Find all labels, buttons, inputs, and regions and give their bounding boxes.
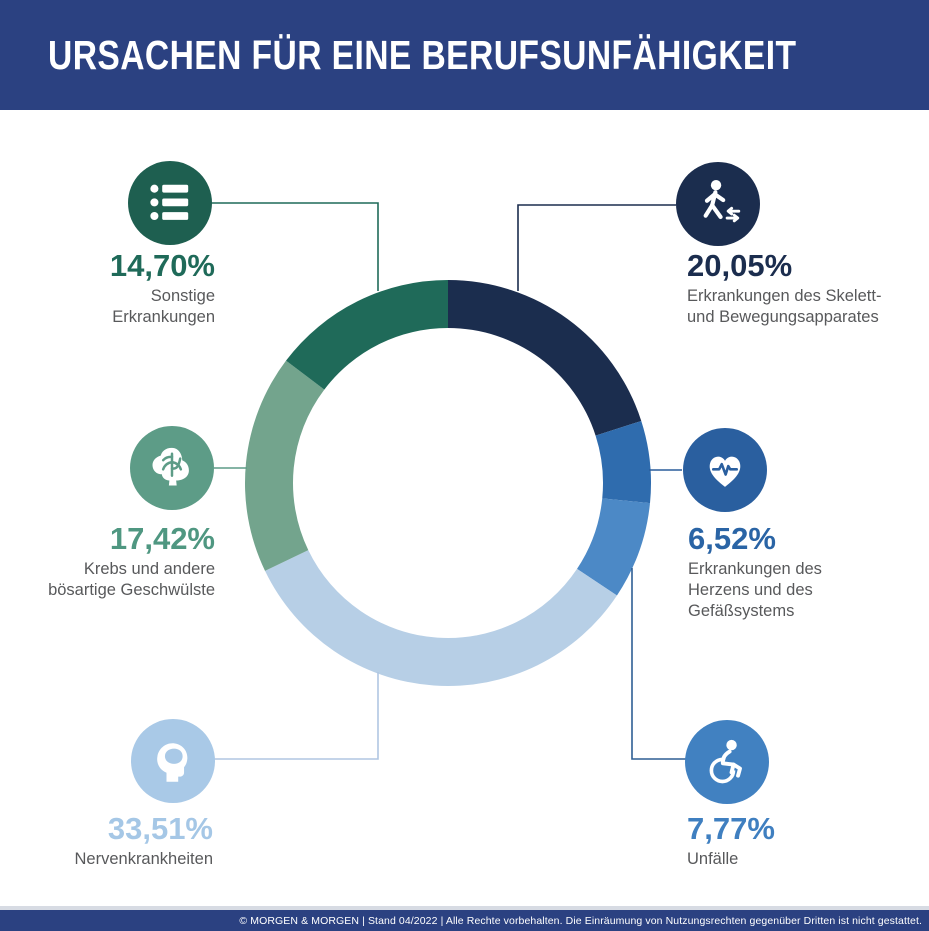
- callout-nerven: 33,51% Nervenkrankheiten: [13, 811, 214, 870]
- donut-segment-sonstige: [286, 280, 448, 390]
- page-title: URSACHEN FÜR EINE BERUFSUNFÄHIGKEIT: [48, 32, 797, 78]
- percent-value: 17,42%: [109, 521, 215, 556]
- donut-segment-herz: [595, 420, 651, 504]
- callout-krebs: 17,42% Krebs und andere bösartige Geschw…: [15, 522, 215, 601]
- footer-divider: [0, 906, 929, 910]
- percent-value: 6,52%: [688, 521, 776, 556]
- connector-line-nerven: [214, 672, 379, 760]
- heart-pulse-icon: [683, 428, 767, 512]
- connector-line-skelett: [517, 204, 676, 291]
- callout-label: Sonstige Erkrankungen: [112, 287, 215, 326]
- brain-icon: [130, 426, 214, 510]
- callout-label: Krebs und andere bösartige Geschwülste: [48, 560, 215, 599]
- callout-herz: 6,52% Erkrankungen des Herzens und des G…: [688, 522, 918, 622]
- wheelchair-icon: [685, 720, 769, 804]
- callout-unfaelle: 7,77% Unfälle: [687, 812, 917, 870]
- callout-label: Unfälle: [687, 850, 739, 868]
- list-icon: [128, 161, 212, 245]
- walking-person-icon: [676, 162, 760, 246]
- donut-segment-skelett: [448, 280, 642, 436]
- donut-segment-nerven: [265, 550, 617, 686]
- donut-segment-krebs: [244, 360, 325, 571]
- head-silhouette-icon: [131, 719, 215, 803]
- callout-label: Erkrankungen des Skelett- und Bewegungsa…: [687, 287, 882, 326]
- percent-value: 33,51%: [107, 811, 213, 846]
- callout-skelett: 20,05% Erkrankungen des Skelett- und Bew…: [687, 249, 917, 328]
- footer-text: © MORGEN & MORGEN | Stand 04/2022 | Alle…: [239, 914, 922, 927]
- header-banner: URSACHEN FÜR EINE BERUFSUNFÄHIGKEIT: [0, 0, 929, 110]
- percent-value: 14,70%: [109, 248, 215, 283]
- connector-line-unfaelle: [631, 568, 686, 760]
- callout-label: Erkrankungen des Herzens und des Gefäßsy…: [688, 560, 822, 620]
- percent-value: 7,77%: [687, 811, 775, 846]
- callout-label: Nervenkrankheiten: [74, 850, 214, 868]
- footer-bar: © MORGEN & MORGEN | Stand 04/2022 | Alle…: [0, 910, 929, 931]
- donut-segment-unfaelle: [577, 498, 650, 596]
- percent-value: 20,05%: [687, 248, 793, 283]
- connector-line-sonstige: [211, 202, 379, 291]
- callout-sonstige: 14,70% Sonstige Erkrankungen: [15, 249, 215, 328]
